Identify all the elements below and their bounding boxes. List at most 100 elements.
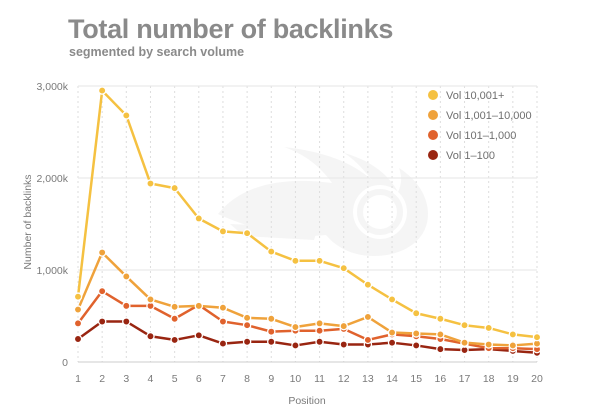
x-tick-label: 7	[220, 373, 226, 385]
data-point[interactable]	[97, 86, 107, 95]
data-point[interactable]	[194, 331, 204, 340]
data-point[interactable]	[218, 317, 228, 326]
data-point[interactable]	[339, 340, 348, 349]
data-point[interactable]	[218, 339, 228, 348]
chart-title: Total number of backlinks	[68, 14, 394, 44]
data-point[interactable]	[411, 329, 421, 338]
data-point[interactable]	[218, 227, 228, 236]
data-point[interactable]	[315, 256, 324, 266]
x-tick-label: 18	[483, 373, 495, 385]
data-point[interactable]	[170, 335, 179, 345]
data-point[interactable]	[436, 330, 445, 339]
data-point[interactable]	[267, 327, 276, 336]
y-tick-label: 3,000k	[36, 81, 68, 93]
data-point[interactable]	[194, 301, 204, 311]
data-point[interactable]	[97, 248, 107, 257]
series-group	[73, 317, 542, 358]
x-tick-label: 12	[338, 373, 350, 385]
data-point[interactable]	[436, 314, 445, 324]
x-tick-label: 15	[410, 373, 422, 385]
data-point[interactable]	[218, 303, 228, 312]
data-point[interactable]	[436, 344, 445, 354]
chart-subtitle: segmented by search volume	[69, 45, 245, 59]
data-point[interactable]	[73, 292, 83, 301]
data-point[interactable]	[170, 183, 179, 193]
data-point[interactable]	[411, 308, 421, 318]
x-tick-label: 19	[507, 373, 519, 385]
data-point[interactable]	[242, 320, 252, 330]
data-point[interactable]	[146, 295, 155, 304]
data-point[interactable]	[460, 338, 469, 347]
data-point[interactable]	[122, 272, 131, 281]
legend-swatch	[428, 110, 438, 120]
data-point[interactable]	[194, 214, 204, 223]
data-point[interactable]	[267, 314, 276, 324]
data-point[interactable]	[411, 341, 421, 350]
y-tick-label: 1,000k	[36, 265, 68, 277]
data-point[interactable]	[267, 247, 276, 256]
data-point[interactable]	[97, 286, 107, 296]
x-axis-title: Position	[288, 395, 326, 407]
data-point[interactable]	[170, 302, 179, 312]
data-point[interactable]	[508, 341, 518, 350]
x-tick-label: 9	[268, 373, 274, 385]
x-tick-label: 5	[172, 373, 178, 385]
data-point[interactable]	[73, 305, 83, 314]
data-point[interactable]	[387, 328, 397, 337]
legend-item: Vol 1,001–10,000	[428, 110, 532, 122]
data-point[interactable]	[242, 313, 252, 323]
legend-label: Vol 10,001+	[446, 90, 504, 102]
data-point[interactable]	[242, 337, 252, 347]
data-point[interactable]	[170, 314, 179, 324]
data-point[interactable]	[484, 340, 493, 349]
data-point[interactable]	[532, 332, 542, 342]
data-point[interactable]	[484, 323, 493, 333]
data-point[interactable]	[363, 335, 373, 345]
semrush-logo-watermark	[218, 147, 428, 256]
x-tick-label: 6	[196, 373, 202, 385]
series-group	[73, 248, 542, 350]
legend-swatch	[428, 150, 438, 160]
y-axis-title: Number of backlinks	[22, 174, 34, 269]
legend-item: Vol 101–1,000	[428, 130, 516, 142]
legend-swatch	[428, 130, 438, 140]
data-point[interactable]	[315, 326, 324, 335]
legend-label: Vol 101–1,000	[446, 130, 516, 142]
data-point[interactable]	[267, 337, 276, 347]
data-point[interactable]	[73, 319, 83, 328]
data-point[interactable]	[315, 337, 324, 347]
x-tick-label: 20	[531, 373, 543, 385]
data-point[interactable]	[122, 317, 131, 326]
data-point[interactable]	[122, 111, 131, 120]
data-point[interactable]	[146, 331, 155, 341]
x-tick-label: 17	[459, 373, 471, 385]
x-tick-label: 8	[244, 373, 250, 385]
data-point[interactable]	[363, 280, 373, 289]
data-point[interactable]	[363, 312, 373, 322]
data-point[interactable]	[339, 321, 348, 331]
data-point[interactable]	[508, 330, 518, 339]
x-tick-label: 16	[435, 373, 447, 385]
x-tick-label: 10	[290, 373, 302, 385]
data-point[interactable]	[339, 263, 348, 273]
data-point[interactable]	[387, 295, 397, 304]
data-point[interactable]	[97, 317, 107, 326]
y-tick-label: 0	[62, 357, 68, 369]
series-group	[73, 86, 542, 342]
x-tick-label: 3	[123, 373, 129, 385]
data-point[interactable]	[315, 319, 324, 328]
legend-item: Vol 10,001+	[428, 90, 504, 102]
data-point[interactable]	[460, 320, 469, 330]
data-point[interactable]	[146, 179, 155, 188]
data-point[interactable]	[122, 301, 131, 311]
data-point[interactable]	[291, 322, 300, 332]
data-point[interactable]	[73, 334, 83, 344]
x-tick-label: 4	[148, 373, 154, 385]
x-tick-label: 14	[386, 373, 398, 385]
y-tick-label: 2,000k	[36, 173, 68, 185]
data-point[interactable]	[242, 228, 252, 238]
data-point[interactable]	[291, 341, 300, 350]
data-point[interactable]	[291, 256, 300, 266]
data-point[interactable]	[387, 338, 397, 347]
